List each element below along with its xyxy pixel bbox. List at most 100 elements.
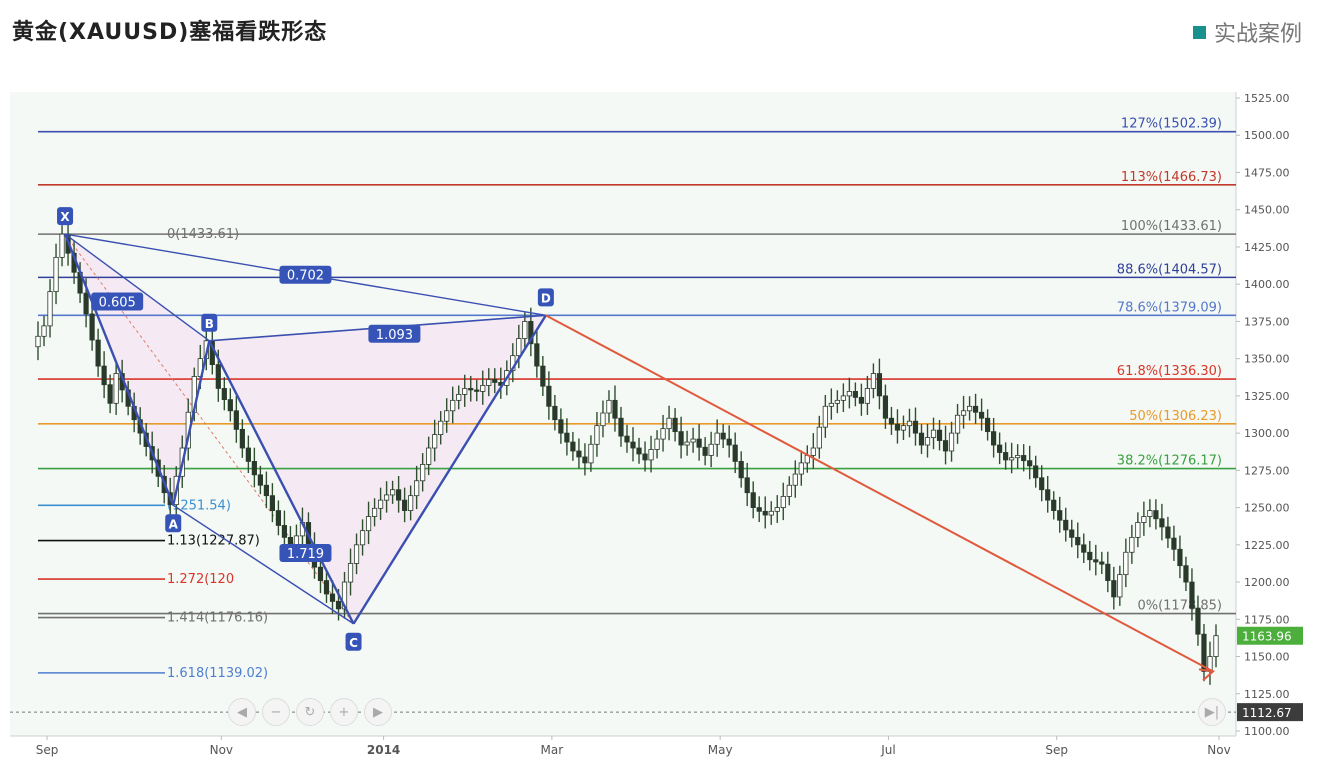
y-tick-label: 1150.00 <box>1244 651 1290 664</box>
candle-body <box>426 447 432 465</box>
candle-body <box>263 484 269 497</box>
candle-body <box>1039 477 1045 491</box>
candle-body <box>1171 537 1177 550</box>
candle-body <box>1147 510 1153 517</box>
projection-arrow-icon <box>1198 668 1216 682</box>
zoom-out-icon[interactable]: − <box>262 698 290 726</box>
y-tick-label: 1400.00 <box>1244 278 1290 291</box>
candle-body <box>41 325 47 337</box>
candle-body <box>774 507 780 512</box>
point-label-c: C <box>349 636 358 650</box>
candle-body <box>251 461 257 476</box>
pattern-ratio-xb <box>64 233 210 342</box>
candle-body <box>1069 529 1075 538</box>
candle-body <box>1129 536 1135 553</box>
candle-body <box>1051 499 1057 511</box>
candle-body <box>95 339 101 367</box>
candle-body <box>612 399 618 419</box>
candle-body <box>702 446 708 456</box>
candle-body <box>588 443 594 464</box>
fib-label: 38.2%(1276.17) <box>1117 454 1222 469</box>
candle-body <box>1081 544 1087 553</box>
candle-body <box>1201 633 1207 672</box>
candle-body <box>83 292 89 315</box>
candle-body <box>1033 465 1039 479</box>
candle-body <box>414 480 420 497</box>
candle-body <box>780 496 786 508</box>
candle-body <box>594 425 600 445</box>
candle-body <box>492 379 498 383</box>
pattern-leg-xa <box>63 233 175 506</box>
candle-body <box>816 426 822 449</box>
candle-body <box>930 429 937 438</box>
x-tick-label: May <box>708 743 733 757</box>
candle-body <box>624 435 630 443</box>
candle-body <box>648 449 654 461</box>
candle-body <box>762 510 768 516</box>
y-tick-label: 1100.00 <box>1244 725 1290 738</box>
candle-body <box>822 405 828 428</box>
candle-body <box>1213 635 1219 657</box>
candle-body <box>353 544 360 564</box>
fib-label: 61.8%(1336.30) <box>1117 364 1222 379</box>
fib-label: 113%(1466.73) <box>1121 170 1222 185</box>
candle-body <box>726 438 732 446</box>
candle-body <box>1003 452 1009 461</box>
candle-body <box>942 440 949 452</box>
candle-body <box>1159 518 1165 528</box>
y-tick-label: 1250.00 <box>1244 502 1290 515</box>
candle-body <box>474 389 480 392</box>
pattern-leg-ab <box>172 340 211 506</box>
candle-body <box>954 414 961 434</box>
candle-body <box>269 495 276 511</box>
y-tick-label: 1475.00 <box>1244 166 1290 179</box>
fib-label: 88.6%(1404.57) <box>1117 262 1222 277</box>
tag-label: 实战案例 <box>1213 22 1302 47</box>
scroll-right-icon[interactable]: ▶ <box>364 698 392 726</box>
y-tick-label: 1425.00 <box>1244 241 1290 254</box>
candle-body <box>654 438 660 450</box>
candle-body <box>744 477 750 494</box>
candle-body <box>408 495 414 511</box>
fib-label: 50%(1306.23) <box>1129 409 1222 424</box>
fib-label: 100%(1433.61) <box>1121 219 1222 234</box>
x-tick-label: Nov <box>1207 743 1230 757</box>
candle-body <box>750 492 756 508</box>
candle-body <box>390 489 396 496</box>
candle-body <box>696 438 702 448</box>
candle-body <box>233 410 239 430</box>
zoom-in-icon[interactable]: + <box>330 698 358 726</box>
point-box-a <box>165 514 182 533</box>
candle-body <box>870 373 877 389</box>
point-label-x: X <box>60 210 70 224</box>
candle-body <box>1123 551 1129 576</box>
ratio-label-xb-box <box>91 292 144 311</box>
candle-body <box>834 399 840 404</box>
candle-body <box>456 393 462 401</box>
candle-body <box>396 489 402 501</box>
candle-body <box>347 563 354 583</box>
y-tick-label: 1500.00 <box>1244 129 1290 142</box>
candle-body <box>1057 510 1063 521</box>
candle-body <box>1177 548 1183 567</box>
scroll-left-icon[interactable]: ◀ <box>228 698 256 726</box>
point-label-b: B <box>205 317 214 331</box>
candle-body <box>1105 563 1111 581</box>
fib-label: 127%(1502.39) <box>1121 117 1222 132</box>
point-label-a: A <box>169 517 179 531</box>
go-latest-icon[interactable]: ▶| <box>1198 698 1226 726</box>
candle-body <box>107 384 113 404</box>
candle-body <box>341 581 348 610</box>
y-tick-label: 1350.00 <box>1244 353 1290 366</box>
candle-body <box>329 593 336 602</box>
candle-body <box>900 425 907 431</box>
candle-body <box>678 431 684 446</box>
x-tick-label: Nov <box>210 743 233 757</box>
candle-body <box>756 507 762 512</box>
x-tick-label: Sep <box>1045 743 1068 757</box>
candle-body <box>1027 460 1033 467</box>
candle-body <box>786 484 792 497</box>
reset-zoom-icon[interactable]: ↻ <box>296 698 324 726</box>
candle-body <box>840 395 846 401</box>
candle-body <box>997 444 1003 453</box>
